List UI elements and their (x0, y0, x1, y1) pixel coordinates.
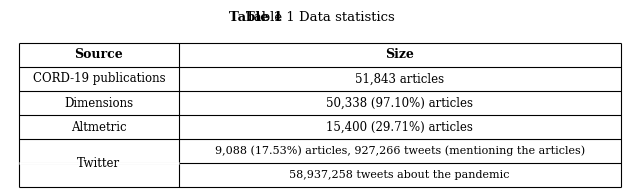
Text: 50,338 (97.10%) articles: 50,338 (97.10%) articles (326, 97, 473, 110)
Text: 15,400 (29.71%) articles: 15,400 (29.71%) articles (326, 121, 473, 134)
Text: Source: Source (74, 48, 124, 61)
Text: 9,088 (17.53%) articles, 927,266 tweets (mentioning the articles): 9,088 (17.53%) articles, 927,266 tweets … (214, 146, 585, 156)
Text: CORD-19 publications: CORD-19 publications (33, 73, 165, 85)
Text: Dimensions: Dimensions (65, 97, 134, 110)
Text: Table 1 Data statistics: Table 1 Data statistics (246, 11, 394, 24)
Text: 51,843 articles: 51,843 articles (355, 73, 444, 85)
Text: Twitter: Twitter (77, 157, 120, 170)
Text: Size: Size (385, 48, 414, 61)
Text: Table 1: Table 1 (229, 11, 283, 24)
Text: 58,937,258 tweets about the pandemic: 58,937,258 tweets about the pandemic (289, 170, 510, 180)
Text: Altmetric: Altmetric (71, 121, 127, 134)
